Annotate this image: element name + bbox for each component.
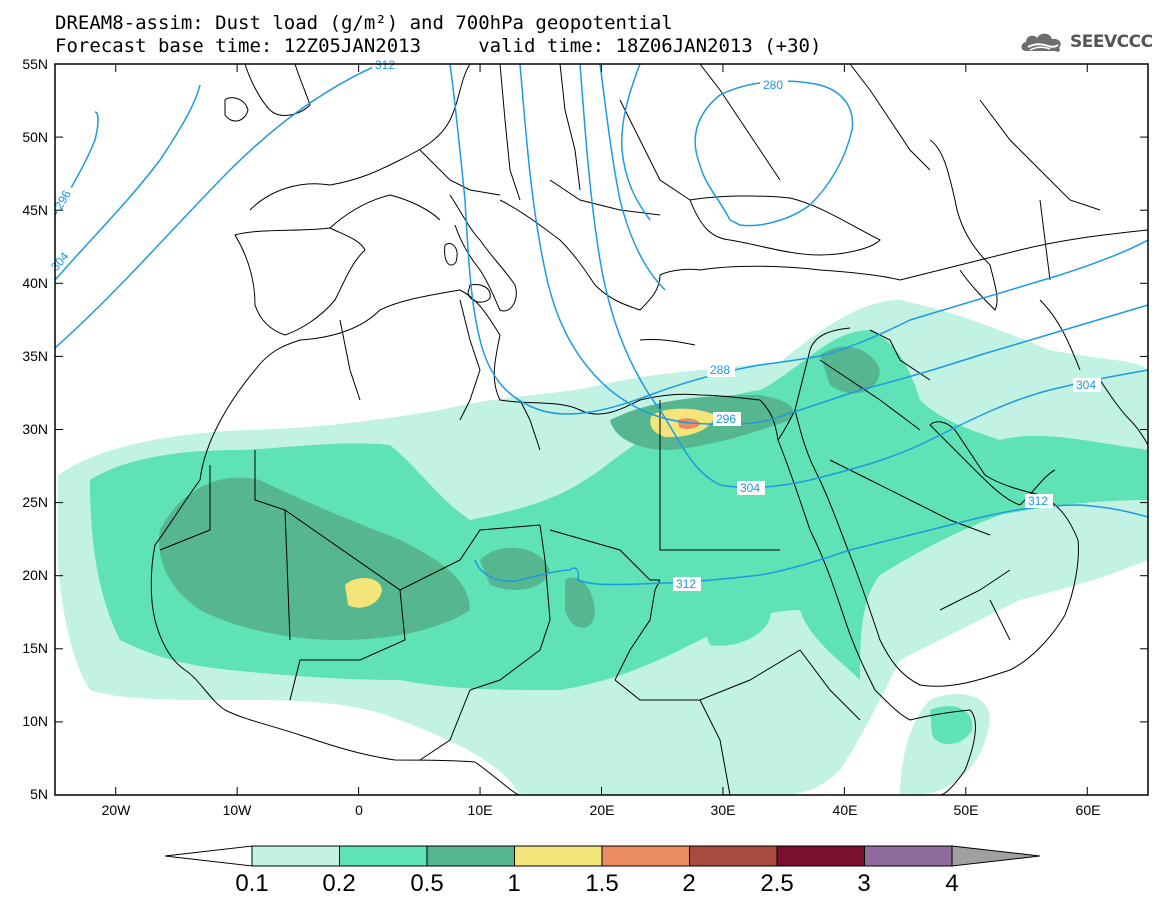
lat-label: 40N — [22, 275, 48, 291]
colorbar-label: 1.5 — [585, 870, 619, 897]
colorbar-label: 2 — [682, 870, 696, 897]
logo-text: SEEVCCC — [1070, 32, 1153, 52]
lat-label: 50N — [22, 129, 48, 145]
contour-label-296: 296 — [716, 412, 736, 426]
contour-label-312-south: 312 — [676, 577, 696, 591]
colorbar-box — [339, 845, 428, 867]
contour-label-288: 288 — [710, 363, 730, 377]
colorbar-box — [776, 845, 865, 867]
contour-labels: 312 280 296 304 288 296 304 304 312 312 — [46, 58, 1101, 591]
contour-label-304: 304 — [740, 481, 760, 495]
colorbar-box — [601, 845, 690, 867]
lon-label: 40E — [833, 802, 858, 818]
lat-label: 55N — [22, 56, 48, 72]
colorbar-right-arrow — [951, 845, 1041, 867]
colorbar-label: 3 — [857, 870, 871, 897]
contour-label-312-east: 312 — [1028, 494, 1048, 508]
coastlines — [150, 64, 1148, 795]
lat-label: 25N — [22, 494, 48, 510]
colorbar-label: 4 — [945, 870, 959, 897]
lon-label: 10E — [468, 802, 493, 818]
contour-312-south — [474, 504, 1148, 586]
colorbar-label: 0.5 — [410, 870, 444, 897]
lat-label: 15N — [22, 640, 48, 656]
coast-italy — [449, 194, 517, 312]
lat-label: 5N — [30, 786, 48, 802]
lon-label: 30E — [711, 802, 736, 818]
lon-label: 60E — [1076, 802, 1101, 818]
colorbar-left-arrow — [164, 845, 253, 867]
lat-labels: 55N 50N 45N 40N 35N 30N 25N 20N 15N 10N … — [22, 56, 48, 802]
colorbar-box — [689, 845, 778, 867]
geopotential-contours — [55, 64, 1148, 586]
dust-band-0.5 — [159, 477, 470, 640]
lon-labels: 20W 10W 0 10E 20E 30E 40E 50E 60E — [102, 802, 1101, 818]
contour-312-north — [55, 64, 381, 349]
lat-label: 35N — [22, 348, 48, 364]
contour-label-304-east: 304 — [1076, 378, 1096, 392]
contour-288 — [449, 64, 1148, 415]
contour-label-280: 280 — [763, 78, 783, 92]
dust-band-1.5 — [678, 418, 700, 429]
colorbar-box — [251, 845, 340, 867]
seevccc-logo: SEEVCCC — [1018, 27, 1153, 57]
lon-label: 20E — [590, 802, 615, 818]
contour-304-nw — [55, 84, 201, 281]
lat-label: 10N — [22, 713, 48, 729]
dust-band-1 — [345, 578, 382, 608]
coast-red-sea — [777, 439, 911, 721]
contour-280 — [694, 80, 854, 227]
lon-label: 50E — [954, 802, 979, 818]
cloud-icon — [1021, 33, 1061, 52]
lat-label: 45N — [22, 202, 48, 218]
lon-label: 0 — [355, 802, 363, 818]
contour-label-312-north: 312 — [375, 58, 395, 72]
colorbar-label: 0.1 — [235, 870, 269, 897]
colorbar-label: 1 — [507, 870, 521, 897]
colorbar-box — [426, 845, 515, 867]
colorbar-label: 0.2 — [322, 870, 356, 897]
coast-iberia — [234, 227, 366, 336]
colorbar-box — [864, 845, 953, 867]
colorbar-label: 2.5 — [760, 870, 794, 897]
lat-label: 30N — [22, 421, 48, 437]
lon-label: 10W — [223, 802, 253, 818]
axis-ticks — [55, 63, 1148, 796]
coast-north-africa — [199, 289, 779, 481]
map-title-line-1: DREAM8-assim: Dust load (g/m²) and 700hP… — [55, 12, 673, 34]
map-title-line-2: Forecast base time: 12Z05JAN2013 valid t… — [55, 35, 822, 57]
dust-field — [58, 300, 1148, 795]
lon-label: 20W — [102, 802, 132, 818]
colorbar — [164, 845, 1041, 867]
lat-label: 20N — [22, 567, 48, 583]
colorbar-box — [514, 845, 603, 867]
